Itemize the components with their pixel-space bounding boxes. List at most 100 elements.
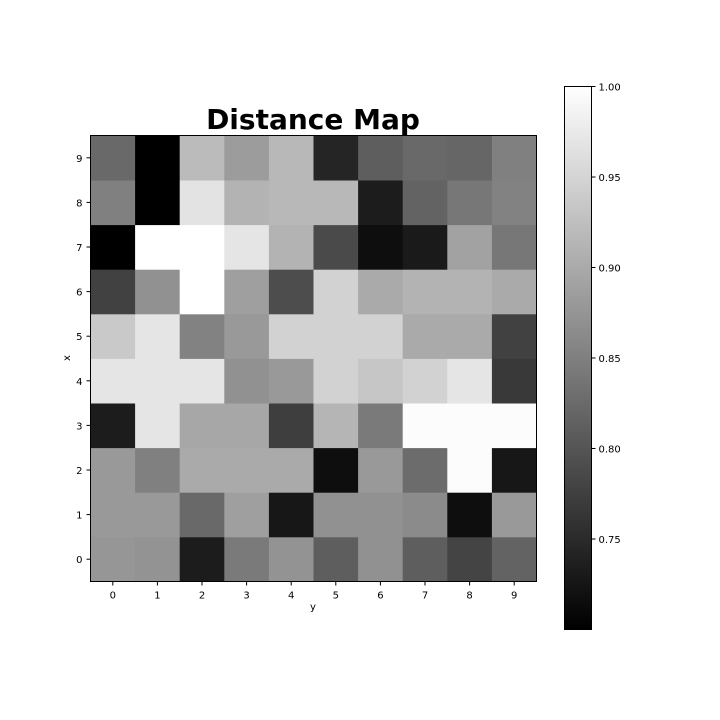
x-tick-label: 3 [243,591,249,602]
y-tick-label: 2 [76,466,82,477]
heatmap-cell [491,358,537,404]
y-axis-label: x [62,355,73,361]
heatmap-cell [491,536,537,582]
heatmap-cell [268,403,314,449]
colorbar-ticks: 0.75 0.80 0.85 0.90 0.95 1.00 [591,83,621,546]
heatmap-cell [447,269,493,315]
x-tick-label: 0 [110,591,116,602]
heatmap-cell [135,447,181,493]
heatmap-cell [179,269,225,315]
heatmap-cell [90,403,136,449]
chart-title: Distance Map [206,103,420,136]
heatmap-cell [313,447,359,493]
heatmap-cell [224,492,270,538]
heatmap-cell [402,180,448,226]
heatmap-cell [179,403,225,449]
heatmap-cell [268,536,314,582]
heatmap-cell [179,492,225,538]
heatmap-cell [90,313,136,359]
heatmap-cell [491,447,537,493]
heatmap-cell [224,180,270,226]
heatmap-cell [313,313,359,359]
heatmap-cell [358,313,404,359]
heatmap-cell [491,224,537,270]
heatmap-cell [224,536,270,582]
colorbar-tick-label: 1.00 [599,83,621,94]
heatmap-cell [90,536,136,582]
heatmap-cell [447,224,493,270]
heatmap-cell [491,403,537,449]
heatmap-cell [447,492,493,538]
colorbar-tick-label: 0.90 [599,264,621,275]
heatmap-cell [90,447,136,493]
heatmap-cell [447,135,493,181]
x-tick-label: 9 [511,591,517,602]
heatmap-cell [179,313,225,359]
x-tick-label: 8 [466,591,472,602]
colorbar-tick-label: 0.85 [599,354,621,365]
heatmap-cell [447,447,493,493]
heatmap-cell [224,447,270,493]
heatmap-cell [358,269,404,315]
heatmap-cell [268,447,314,493]
heatmap-cell [90,358,136,404]
heatmap-cell [268,269,314,315]
heatmap-cell [313,403,359,449]
y-tick-label: 7 [76,243,82,254]
heatmap-cell [90,492,136,538]
heatmap-cell [402,536,448,582]
heatmap-cell [313,135,359,181]
heatmap-cell [491,269,537,315]
heatmap-cell [224,135,270,181]
y-tick-label: 9 [76,154,82,165]
x-axis-ticks: 0 1 2 3 4 5 6 7 8 9 [110,581,517,602]
heatmap-cell [447,313,493,359]
heatmap-cell [402,224,448,270]
heatmap-cell [135,403,181,449]
heatmap-cell [491,180,537,226]
y-tick-label: 4 [76,377,82,388]
y-axis-ticks: 0 1 2 3 4 5 6 7 8 9 [76,154,91,566]
heatmap-cell [90,135,136,181]
heatmap-cell [358,447,404,493]
heatmap-cell [135,224,181,270]
heatmap-cell [135,536,181,582]
heatmap-cell [135,358,181,404]
heatmap-cell [447,358,493,404]
x-axis-label: y [310,602,316,613]
heatmap-cell [268,358,314,404]
x-tick-label: 1 [154,591,160,602]
heatmap-cell [358,224,404,270]
heatmap-cell [224,224,270,270]
heatmap-cell [179,224,225,270]
heatmap-cell [90,224,136,270]
heatmap-cell [135,180,181,226]
heatmap-cell [179,135,225,181]
heatmap-cell [358,358,404,404]
heatmap-cell [135,313,181,359]
heatmap-cell [402,447,448,493]
heatmap-cell [135,135,181,181]
x-tick-label: 6 [377,591,383,602]
heatmap-cell [313,492,359,538]
heatmap-cell [313,536,359,582]
heatmap-cell [491,313,537,359]
colorbar-tick-label: 0.95 [599,173,621,184]
heatmap-cell [268,313,314,359]
colorbar-tick-label: 0.75 [599,535,621,546]
y-tick-label: 5 [76,332,82,343]
heatmap-cell [90,269,136,315]
y-tick-label: 1 [76,511,82,522]
heatmap-cell [358,492,404,538]
heatmap-cell [135,492,181,538]
x-tick-label: 7 [422,591,428,602]
heatmap-cell [491,135,537,181]
heatmap-cell [358,180,404,226]
heatmap-cell [358,403,404,449]
heatmap-cell [268,224,314,270]
heatmap-cell [447,536,493,582]
heatmap-cell [135,269,181,315]
heatmap-cells [90,135,537,582]
heatmap-cell [268,180,314,226]
colorbar [564,86,592,630]
